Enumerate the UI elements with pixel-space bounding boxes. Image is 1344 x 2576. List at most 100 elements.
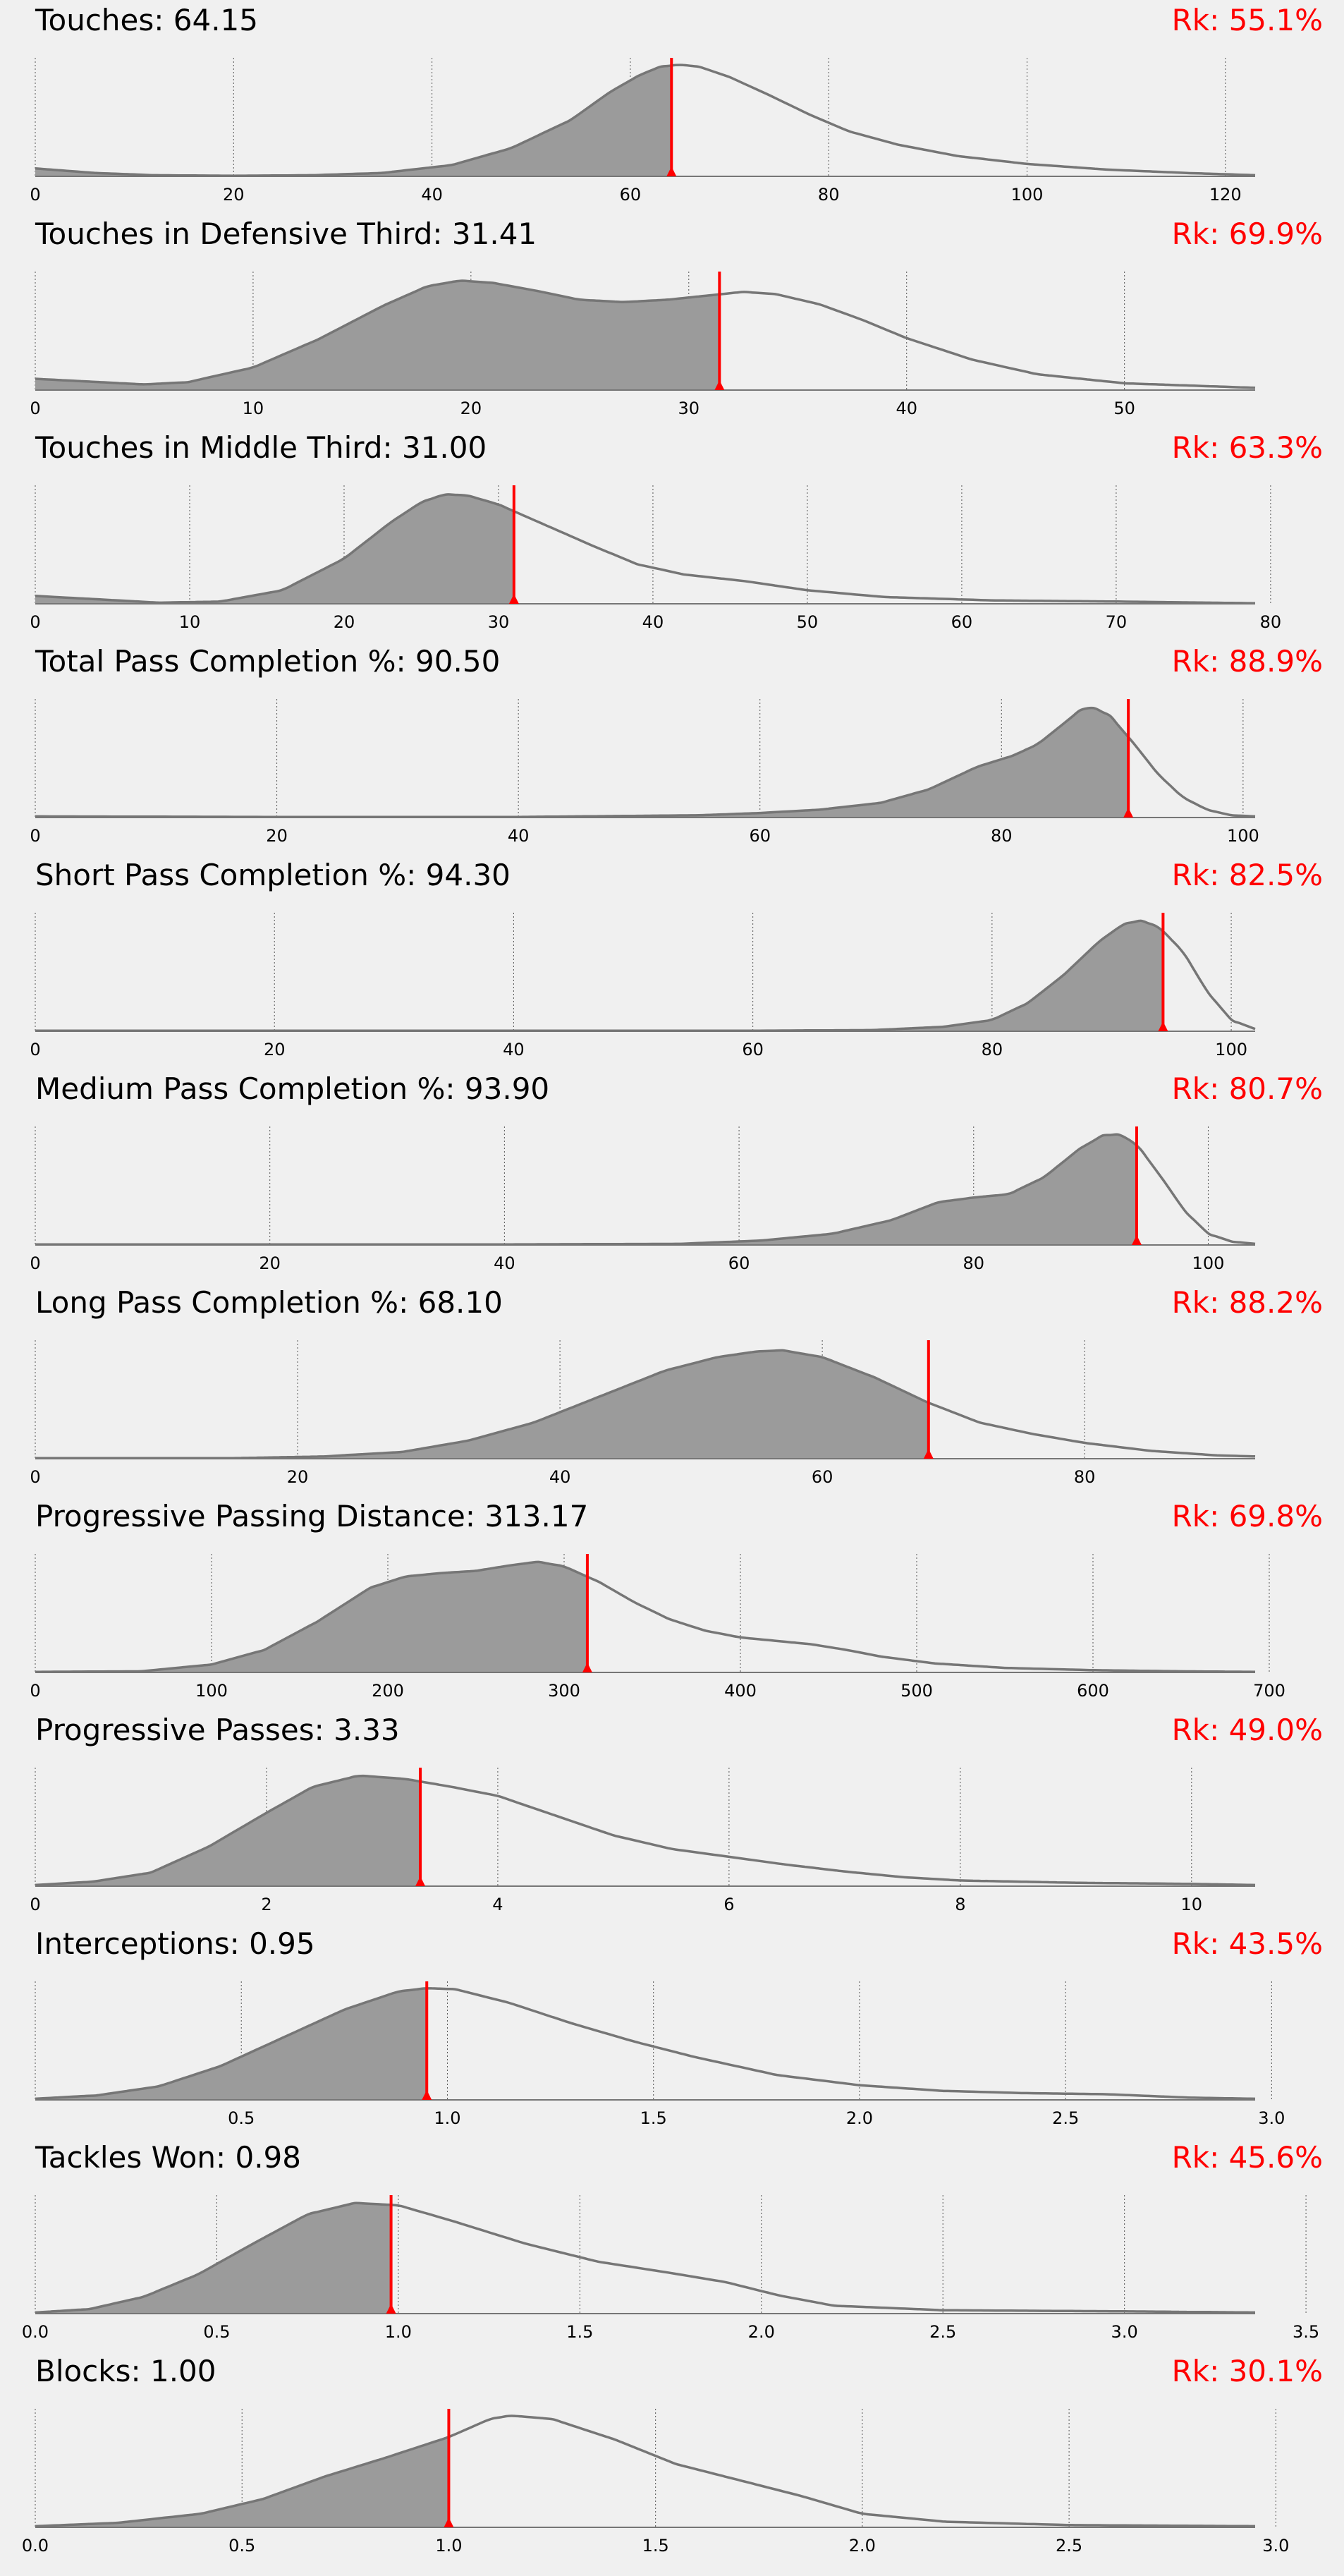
tick-label: 100 [1215, 1040, 1247, 1059]
tick-label: 0.0 [22, 2322, 49, 2342]
tick-label: 60 [742, 1040, 764, 1059]
density-curve [35, 1560, 1256, 1673]
density-panel: 0 20 40 60 80 100 120 Touches: 64.15 Rk: 55.1% [0, 0, 1344, 214]
density-plot: 0 20 40 60 80 100 120 [30, 58, 1256, 205]
tick-label: 80 [818, 185, 840, 205]
tick-label: 0 [30, 1467, 40, 1487]
tick-label: 20 [460, 399, 482, 418]
metric-title: Short Pass Completion %: 94.30 [35, 858, 511, 892]
tick-label: 8 [955, 1895, 965, 1914]
tick-label: 40 [421, 185, 443, 205]
value-marker-triangle [1131, 1235, 1142, 1245]
percentile-rank: Rk: 43.5% [1171, 1926, 1323, 1961]
density-fill [35, 66, 672, 176]
value-marker-triangle [508, 594, 519, 604]
tick-label: 700 [1253, 1681, 1285, 1701]
value-marker-triangle [1158, 1021, 1168, 1031]
tick-label: 1.5 [642, 2536, 669, 2556]
tick-label: 40 [503, 1040, 525, 1059]
density-panel: 0.0 0.5 1.0 1.5 2.0 2.5 3.0 3.5 Tackles Won: 0.9… [0, 2137, 1344, 2351]
metric-title: Progressive Passing Distance: 313.17 [35, 1499, 589, 1533]
tick-label: 10 [1181, 1895, 1203, 1914]
value-marker-triangle [422, 2090, 432, 2100]
value-marker-triangle [666, 166, 677, 176]
density-plot: 0.5 1.0 1.5 2.0 2.5 3.0 [35, 1981, 1285, 2128]
density-plot: 0 20 40 60 80 100 [30, 1126, 1256, 1273]
tick-label: 120 [1209, 185, 1242, 205]
metric-title: Long Pass Completion %: 68.10 [35, 1285, 503, 1320]
density-fill [35, 921, 1163, 1031]
tick-label: 300 [548, 1681, 580, 1701]
metric-title: Touches in Defensive Third: 31.41 [35, 217, 537, 251]
percentile-rank: Rk: 69.9% [1171, 217, 1323, 251]
tick-label: 0 [30, 1253, 40, 1273]
density-curve [35, 919, 1256, 1032]
percentile-rank: Rk: 82.5% [1171, 858, 1323, 892]
tick-label: 1.0 [385, 2322, 412, 2342]
density-fill [35, 1775, 421, 1886]
tick-label: 2.5 [1052, 2108, 1079, 2128]
density-panel: 0.5 1.0 1.5 2.0 2.5 3.0 Interceptions: 0.95 Rk:… [0, 1924, 1344, 2137]
density-panel: 0.0 0.5 1.0 1.5 2.0 2.5 3.0 Blocks: 1.00 Rk: 30.… [0, 2351, 1344, 2565]
tick-label: 80 [1074, 1467, 1096, 1487]
tick-label: 10 [243, 399, 264, 418]
density-curve [35, 2414, 1256, 2528]
tick-label: 2.5 [1056, 2536, 1082, 2556]
metric-title: Medium Pass Completion %: 93.90 [35, 1071, 550, 1106]
tick-label: 0.5 [228, 2108, 255, 2128]
percentile-rank: Rk: 30.1% [1171, 2354, 1323, 2388]
density-fill [35, 1134, 1137, 1245]
density-panel: 0 20 40 60 80 100 Total Pass Completion %: 90.… [0, 641, 1344, 855]
density-panel: 0 10 20 30 40 50 Touches in Defensive Third: 3… [0, 214, 1344, 427]
tick-label: 50 [797, 612, 819, 632]
tick-label: 100 [1227, 826, 1259, 846]
density-panel: 0 10 20 30 40 50 60 70 80 Touches in Middle Third… [0, 427, 1344, 641]
tick-label: 0 [30, 185, 40, 205]
percentile-rank: Rk: 49.0% [1171, 1713, 1323, 1747]
tick-label: 50 [1113, 399, 1135, 418]
tick-label: 0 [30, 1040, 40, 1059]
tick-label: 20 [264, 1040, 286, 1059]
tick-label: 80 [1260, 612, 1282, 632]
tick-label: 20 [259, 1253, 281, 1273]
tick-label: 3.0 [1262, 2536, 1289, 2556]
tick-label: 0 [30, 1895, 40, 1914]
density-curve [35, 279, 1256, 389]
metric-title: Blocks: 1.00 [35, 2354, 216, 2388]
tick-label: 0 [30, 399, 40, 418]
tick-label: 60 [620, 185, 642, 205]
value-marker-triangle [1123, 808, 1134, 818]
density-plot: 0.0 0.5 1.0 1.5 2.0 2.5 3.0 3.5 [22, 2195, 1319, 2342]
density-panel: 0 20 40 60 80 Long Pass Completion %: 68.10 Rk… [0, 1282, 1344, 1496]
tick-label: 3.5 [1293, 2322, 1319, 2342]
density-curve [35, 706, 1256, 818]
tick-label: 100 [1011, 185, 1044, 205]
density-plot: 0 20 40 60 80 100 [30, 913, 1256, 1059]
tick-label: 40 [494, 1253, 515, 1273]
tick-label: 4 [492, 1895, 503, 1914]
metric-title: Touches: 64.15 [35, 3, 259, 37]
density-plot: 0 10 20 30 40 50 [30, 272, 1256, 418]
tick-label: 600 [1077, 1681, 1109, 1701]
metric-title: Total Pass Completion %: 90.50 [35, 644, 501, 679]
density-plot: 0 2 4 6 8 10 [30, 1768, 1256, 1914]
percentile-rank: Rk: 80.7% [1171, 1071, 1323, 1106]
metric-title: Interceptions: 0.95 [35, 1926, 315, 1961]
tick-label: 80 [963, 1253, 984, 1273]
tick-label: 40 [508, 826, 530, 846]
tick-label: 400 [724, 1681, 757, 1701]
tick-label: 3.0 [1111, 2322, 1138, 2342]
value-marker-triangle [923, 1449, 934, 1459]
density-plot: 0 20 40 60 80 [30, 1340, 1256, 1487]
density-curve [35, 63, 1256, 177]
density-panel: 0 20 40 60 80 100 Short Pass Completion %: 94.… [0, 855, 1344, 1069]
tick-label: 1.0 [434, 2108, 460, 2128]
metric-title: Tackles Won: 0.98 [35, 2140, 301, 2175]
tick-label: 80 [991, 826, 1013, 846]
tick-label: 0 [30, 612, 40, 632]
tick-label: 60 [749, 826, 771, 846]
tick-label: 70 [1106, 612, 1128, 632]
density-plot: 0 100 200 300 400 500 600 700 [30, 1554, 1285, 1701]
tick-label: 2 [261, 1895, 271, 1914]
density-panel: 0 100 200 300 400 500 600 700 Progressive Passin… [0, 1496, 1344, 1710]
